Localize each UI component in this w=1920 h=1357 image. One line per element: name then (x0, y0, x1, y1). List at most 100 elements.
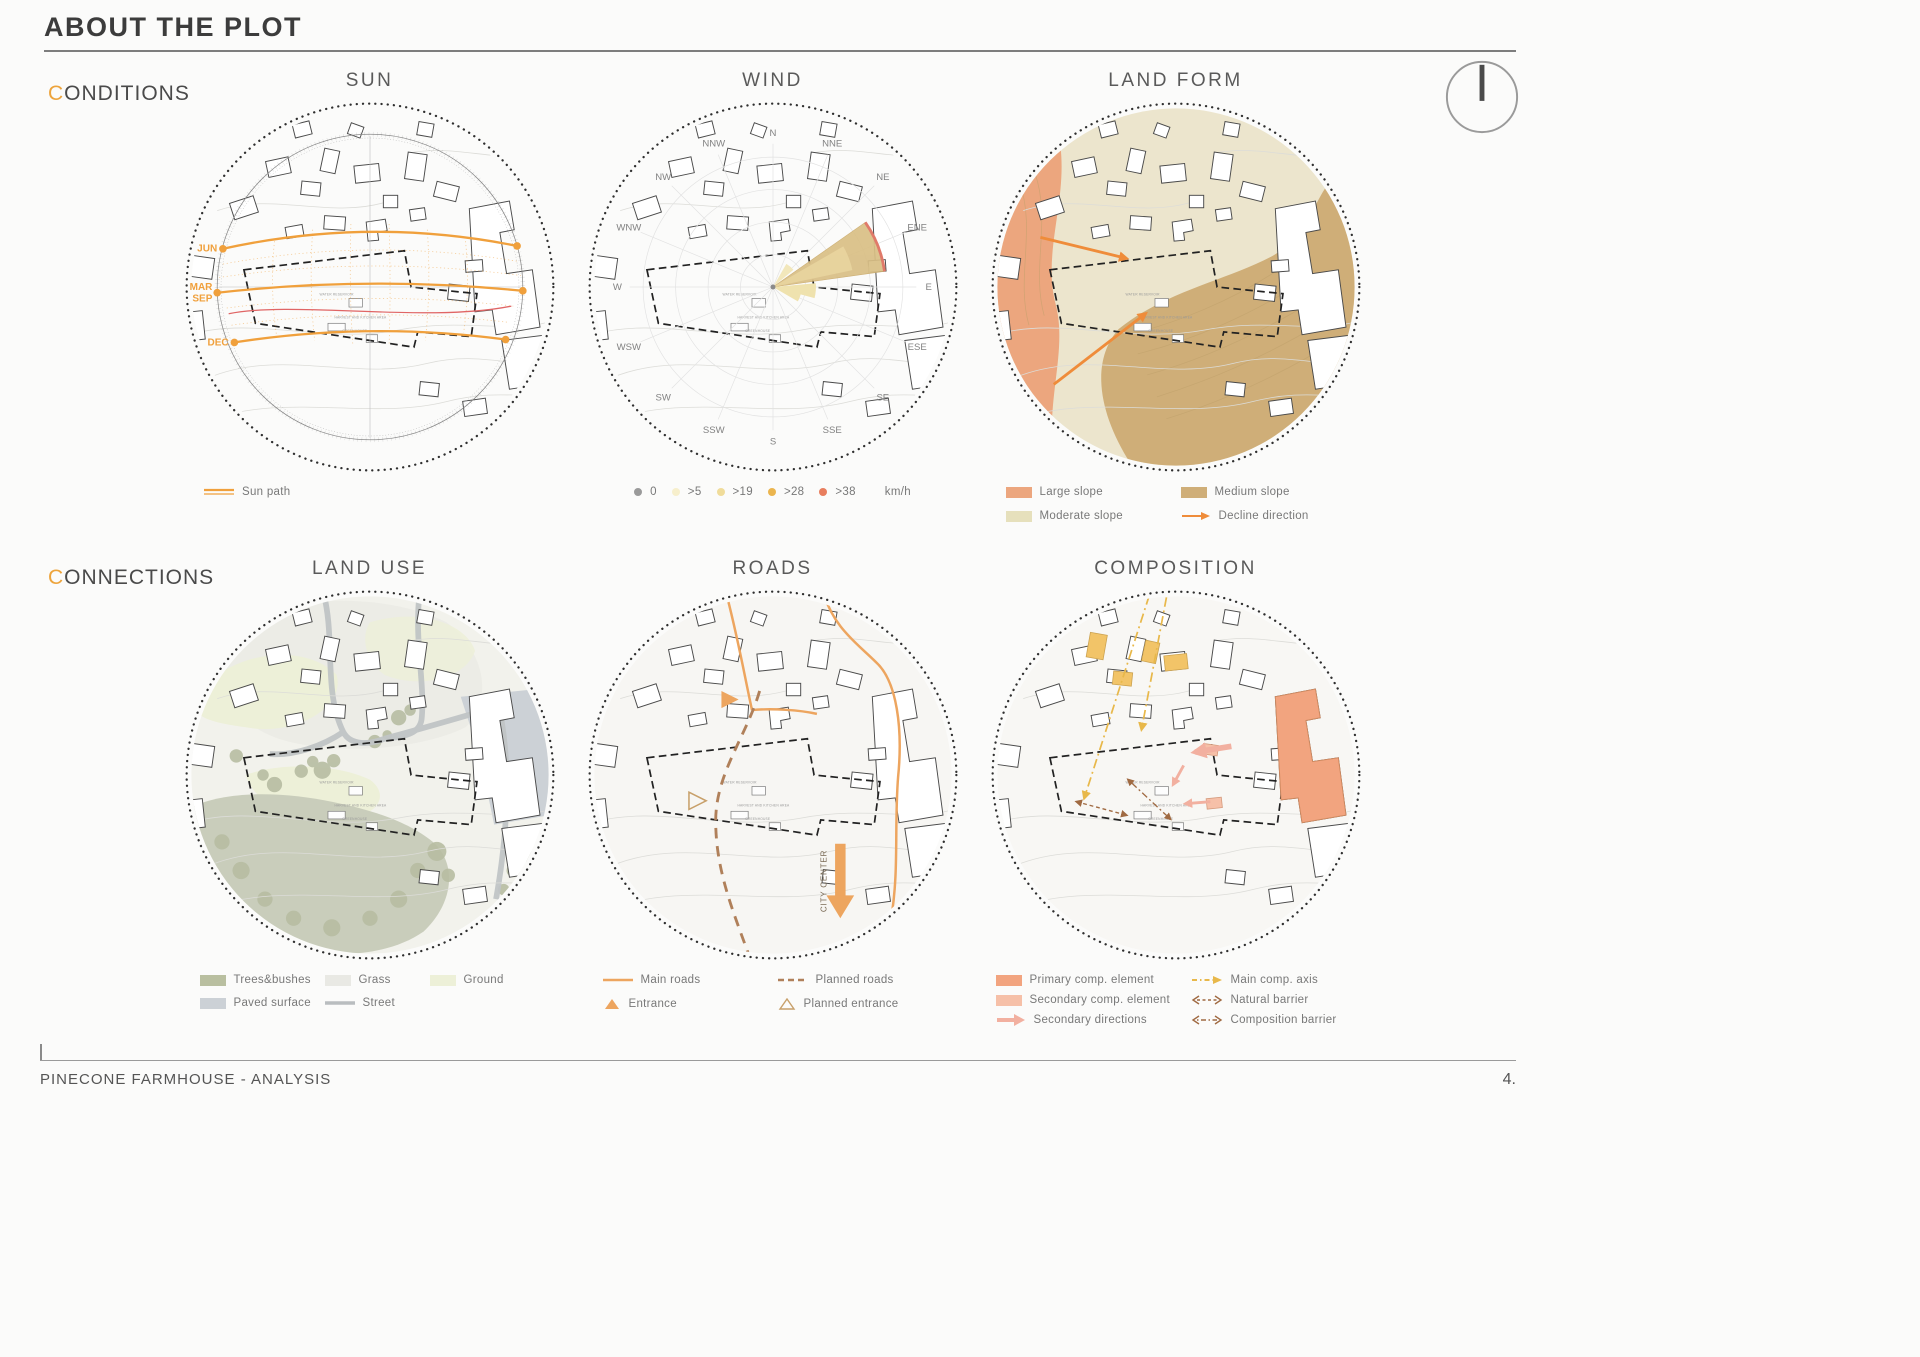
dotted-boundary-circle (184, 102, 555, 472)
entrance-swatch (603, 998, 621, 1010)
wind-legend-label: >19 (732, 486, 753, 498)
dotted-boundary-circle (587, 590, 958, 960)
month-label-jun: JUN (197, 244, 217, 255)
wind-legend-label: >5 (687, 486, 702, 498)
legend-label: Paved surface (233, 997, 311, 1009)
ground-swatch (429, 974, 456, 986)
legend-label: Ground (463, 974, 504, 986)
entrance-marker (720, 690, 739, 709)
wind-speed-dot (671, 488, 680, 496)
section-initial: C (48, 82, 65, 105)
legend-label: Grass (358, 974, 391, 986)
legend-label: Composition barrier (1230, 1014, 1337, 1026)
diagram-landuse: LAND USE (168, 558, 571, 1026)
dir-e: E (925, 282, 931, 293)
grass-swatch (324, 974, 351, 986)
legend-label: Primary comp. element (1029, 974, 1155, 986)
sun-diagram-map: JUN MAR SEP DEC (184, 102, 555, 472)
page-footer: PINECONE FARMHOUSE - ANALYSIS 4. (40, 1071, 1516, 1089)
diagram-title-wind: WIND (742, 70, 803, 91)
dir-nnw: NNW (702, 139, 725, 150)
secondary-direction-arrows (1171, 742, 1232, 808)
sun-path-swatch (204, 488, 234, 496)
sun-path-endpoints (212, 242, 527, 347)
main-roads-swatch (602, 977, 633, 983)
dir-w: W (612, 282, 621, 293)
sun-winter-line (228, 305, 511, 315)
planned-road (713, 690, 761, 954)
diagram-title-roads: ROADS (732, 558, 813, 579)
roads-diagram-map: CITY CENTER (587, 590, 958, 960)
legend-label: Secondary directions (1033, 1014, 1147, 1026)
secondary-comp-swatch (995, 994, 1022, 1006)
sun-path-equinox (216, 282, 523, 294)
diagram-landform: LAND FORM (974, 70, 1377, 522)
large-slope-swatch (1005, 486, 1032, 498)
diagram-title-sun: SUN (345, 70, 394, 91)
wind-legend-label: >28 (783, 486, 805, 498)
legend-label: Moderate slope (1039, 510, 1123, 522)
section-label-conditions: CONDITIONS (48, 82, 190, 106)
legend-label: Main comp. axis (1230, 974, 1319, 986)
composition-legend: Primary comp. element Main comp. axis Se… (995, 974, 1356, 1026)
main-comp-axes (1081, 596, 1167, 801)
wind-rose-wedges (770, 221, 886, 302)
sun-paths (216, 230, 523, 344)
sun-month-labels: JUN MAR SEP DEC (189, 244, 228, 349)
planned-entrance-marker (687, 790, 708, 811)
roads-legend: Main roads Planned roads Entrance Planne… (602, 974, 943, 1010)
header-rule (44, 50, 1516, 52)
planned-entrance-swatch (778, 998, 796, 1010)
diagram-title-landuse: LAND USE (311, 558, 428, 579)
tree-blobs (213, 704, 533, 937)
dir-nw: NW (655, 172, 671, 183)
wind-speed-dot (767, 488, 776, 496)
dir-sw: SW (655, 393, 670, 404)
north-arrow-icon (1445, 60, 1519, 134)
legend-label: Secondary comp. element (1029, 994, 1170, 1006)
dir-ene: ENE (907, 223, 927, 234)
page-header: ABOUT THE PLOT (44, 12, 1516, 52)
dir-wnw: WNW (616, 223, 641, 234)
dir-se: SE (876, 393, 889, 404)
wind-legend-label: 0 (650, 486, 657, 498)
moderate-slope-swatch (1005, 510, 1032, 522)
sun-path-june (222, 230, 517, 250)
legend-label: Main roads (640, 974, 701, 986)
decline-direction-arrows (1039, 235, 1148, 386)
dotted-boundary-circle (990, 590, 1361, 960)
planned-roads-swatch (777, 977, 808, 983)
highlighted-buildings-yellow (1085, 631, 1189, 687)
wind-speed-dot (634, 488, 643, 496)
legend-label: Entrance (628, 998, 677, 1010)
footer-rule (40, 1060, 1516, 1061)
city-center-label: CITY CENTER (819, 850, 828, 912)
paved-surface-swatch (199, 997, 226, 1009)
landform-diagram-map (990, 102, 1361, 472)
dotted-boundary-circle (587, 102, 958, 472)
large-slope-area (996, 108, 1062, 466)
dotted-boundary-circle (184, 590, 555, 960)
composition-diagram-map (990, 590, 1361, 960)
primary-comp-element (1274, 688, 1347, 824)
decline-direction-arrow-icon (1181, 511, 1211, 521)
wind-speed-dot (716, 488, 725, 496)
dir-nne: NNE (822, 139, 842, 150)
legend-label: Natural barrier (1230, 994, 1309, 1006)
dir-n: N (769, 128, 776, 139)
wind-unit-label: km/h (884, 486, 911, 498)
diagram-composition: COMPOSITION (974, 558, 1377, 1026)
wind-direction-labels: N NNE NE ENE E ESE SE SSE S SSW SW WSW W… (612, 128, 931, 447)
composition-barrier-swatch (1191, 1015, 1223, 1025)
dir-s: S (769, 437, 775, 448)
secondary-directions-swatch (996, 1014, 1026, 1026)
diagram-wind: WIND (571, 70, 974, 522)
legend-label: Street (362, 997, 395, 1009)
dir-ne: NE (876, 172, 889, 183)
footer-project-title: PINECONE FARMHOUSE - ANALYSIS (40, 1071, 332, 1088)
city-center-arrow: CITY CENTER (819, 843, 854, 919)
primary-comp-swatch (995, 974, 1022, 986)
sun-path-december (233, 329, 506, 344)
legend-label: Large slope (1039, 486, 1103, 498)
diagram-title-landform: LAND FORM (1108, 70, 1243, 91)
